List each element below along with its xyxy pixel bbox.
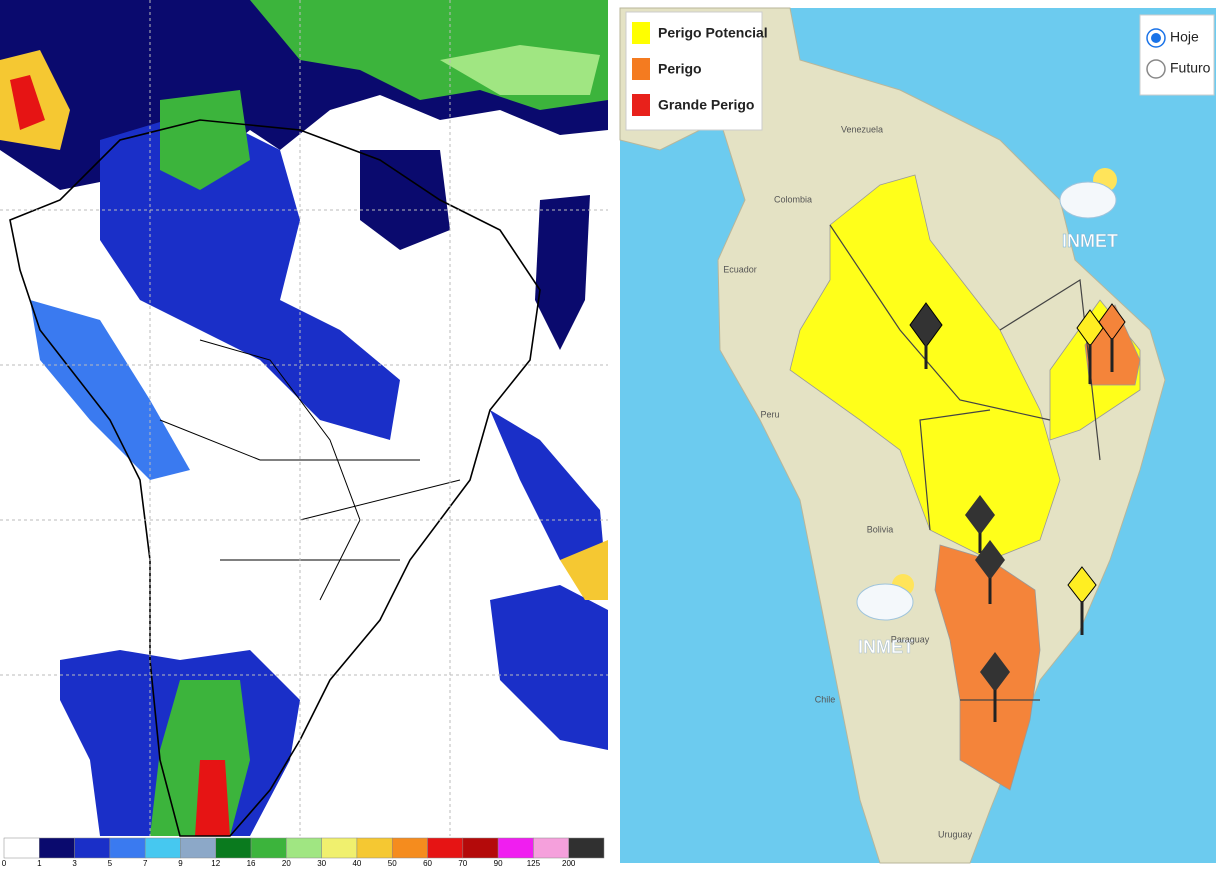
colorbar-cell bbox=[356, 837, 393, 859]
watermark: INMET bbox=[858, 637, 914, 657]
colorbar-cell bbox=[144, 837, 181, 859]
radio-label[interactable]: Hoje bbox=[1170, 29, 1199, 45]
radio-button[interactable] bbox=[1146, 59, 1166, 79]
rain-area bbox=[100, 110, 400, 440]
colorbar-cell bbox=[497, 837, 534, 859]
rain-area bbox=[360, 150, 450, 250]
options-box bbox=[1139, 14, 1215, 96]
colorbar-label: 7 bbox=[143, 859, 148, 868]
legend-swatch bbox=[632, 94, 650, 116]
state-borders bbox=[829, 224, 1101, 701]
radio-dot bbox=[1151, 33, 1161, 43]
rain-area bbox=[560, 540, 608, 600]
legend-swatch bbox=[632, 58, 650, 80]
border-lines bbox=[159, 339, 461, 601]
colorbar-cell bbox=[3, 837, 40, 859]
colorbar-label: 125 bbox=[527, 859, 541, 868]
colorbar-label: 40 bbox=[352, 859, 361, 868]
colorbar-cell bbox=[391, 837, 428, 859]
legend-label: Perigo Potencial bbox=[658, 25, 768, 41]
cloud-icon bbox=[856, 168, 1117, 621]
colorbar-cell bbox=[74, 837, 111, 859]
colorbar-label: 0 bbox=[2, 859, 7, 868]
colorbar-label: 16 bbox=[247, 859, 256, 868]
precipitation-map: 0 1 3 5 7 9 12 16 20 30 40 50 60 70 90 125 200 bbox=[0, 0, 608, 868]
country-label: Paraguay bbox=[891, 634, 930, 644]
country-label: Peru bbox=[760, 409, 779, 419]
colorbar-label: 200 bbox=[562, 859, 576, 868]
colorbar-label: 3 bbox=[72, 859, 77, 868]
country-label: Uruguay bbox=[938, 829, 973, 839]
colorbar-label: 90 bbox=[494, 859, 503, 868]
warning-icon bbox=[909, 302, 943, 369]
country-label: Chile bbox=[815, 694, 836, 704]
options: Hoje Futuro bbox=[1146, 28, 1211, 79]
colorbar-label: 12 bbox=[211, 859, 220, 868]
colorbar-label: 50 bbox=[388, 859, 397, 868]
warning-icon bbox=[980, 652, 1010, 722]
colorbar-cell bbox=[109, 837, 146, 859]
colorbar-cell bbox=[321, 837, 358, 859]
colorbar-cell bbox=[250, 837, 287, 859]
colorbar-cell bbox=[568, 837, 605, 859]
colorbar-label: 5 bbox=[108, 859, 113, 868]
graticule bbox=[0, 0, 608, 836]
colorbar-cell bbox=[462, 837, 499, 859]
colorbar-cell bbox=[180, 837, 217, 859]
colorbar-label: 30 bbox=[317, 859, 326, 868]
alert-map: INMET INMET Venezuela Colombia Ecuador Peru… bbox=[619, 7, 1216, 864]
rain-area bbox=[535, 195, 590, 350]
rain-area bbox=[195, 760, 230, 836]
continent-outline bbox=[9, 119, 541, 837]
country-label: Colombia bbox=[774, 194, 812, 204]
country-label: Ecuador bbox=[723, 264, 757, 274]
colorbar-cell bbox=[427, 837, 464, 859]
colorbar-cell bbox=[215, 837, 252, 859]
country-label: Bolivia bbox=[867, 524, 894, 534]
colorbar: 0 1 3 5 7 9 12 16 20 30 40 50 60 70 90 125 200 bbox=[2, 837, 605, 868]
rain-area bbox=[440, 45, 600, 95]
colorbar-cell bbox=[533, 837, 569, 859]
warning-icon bbox=[1067, 566, 1097, 635]
rain-area bbox=[160, 90, 250, 190]
radio-label[interactable]: Futuro bbox=[1170, 60, 1211, 76]
colorbar-label: 9 bbox=[178, 859, 183, 868]
rain-area bbox=[490, 585, 608, 750]
legend-label: Grande Perigo bbox=[658, 97, 754, 113]
warning-icon bbox=[1098, 303, 1126, 372]
legend: Perigo Potencial Perigo Grande Perigo bbox=[632, 22, 768, 116]
country-label: Venezuela bbox=[841, 124, 883, 134]
legend-label: Perigo bbox=[658, 61, 702, 77]
legend-swatch bbox=[632, 22, 650, 44]
colorbar-label: 60 bbox=[423, 859, 432, 868]
colorbar-cell bbox=[286, 837, 322, 859]
warning-icon bbox=[965, 495, 995, 553]
colorbar-label: 1 bbox=[37, 859, 42, 868]
rain-area bbox=[30, 300, 190, 480]
rain-area bbox=[10, 75, 45, 130]
colorbar-cell bbox=[39, 837, 75, 859]
warning-icon bbox=[975, 540, 1005, 604]
colorbar-label: 70 bbox=[458, 859, 467, 868]
colorbar-label: 20 bbox=[282, 859, 291, 868]
country-labels: Venezuela Colombia Ecuador Peru Bolivia Parag… bbox=[723, 124, 972, 839]
warning-icons bbox=[909, 302, 1126, 722]
watermark: INMET bbox=[1062, 231, 1118, 251]
